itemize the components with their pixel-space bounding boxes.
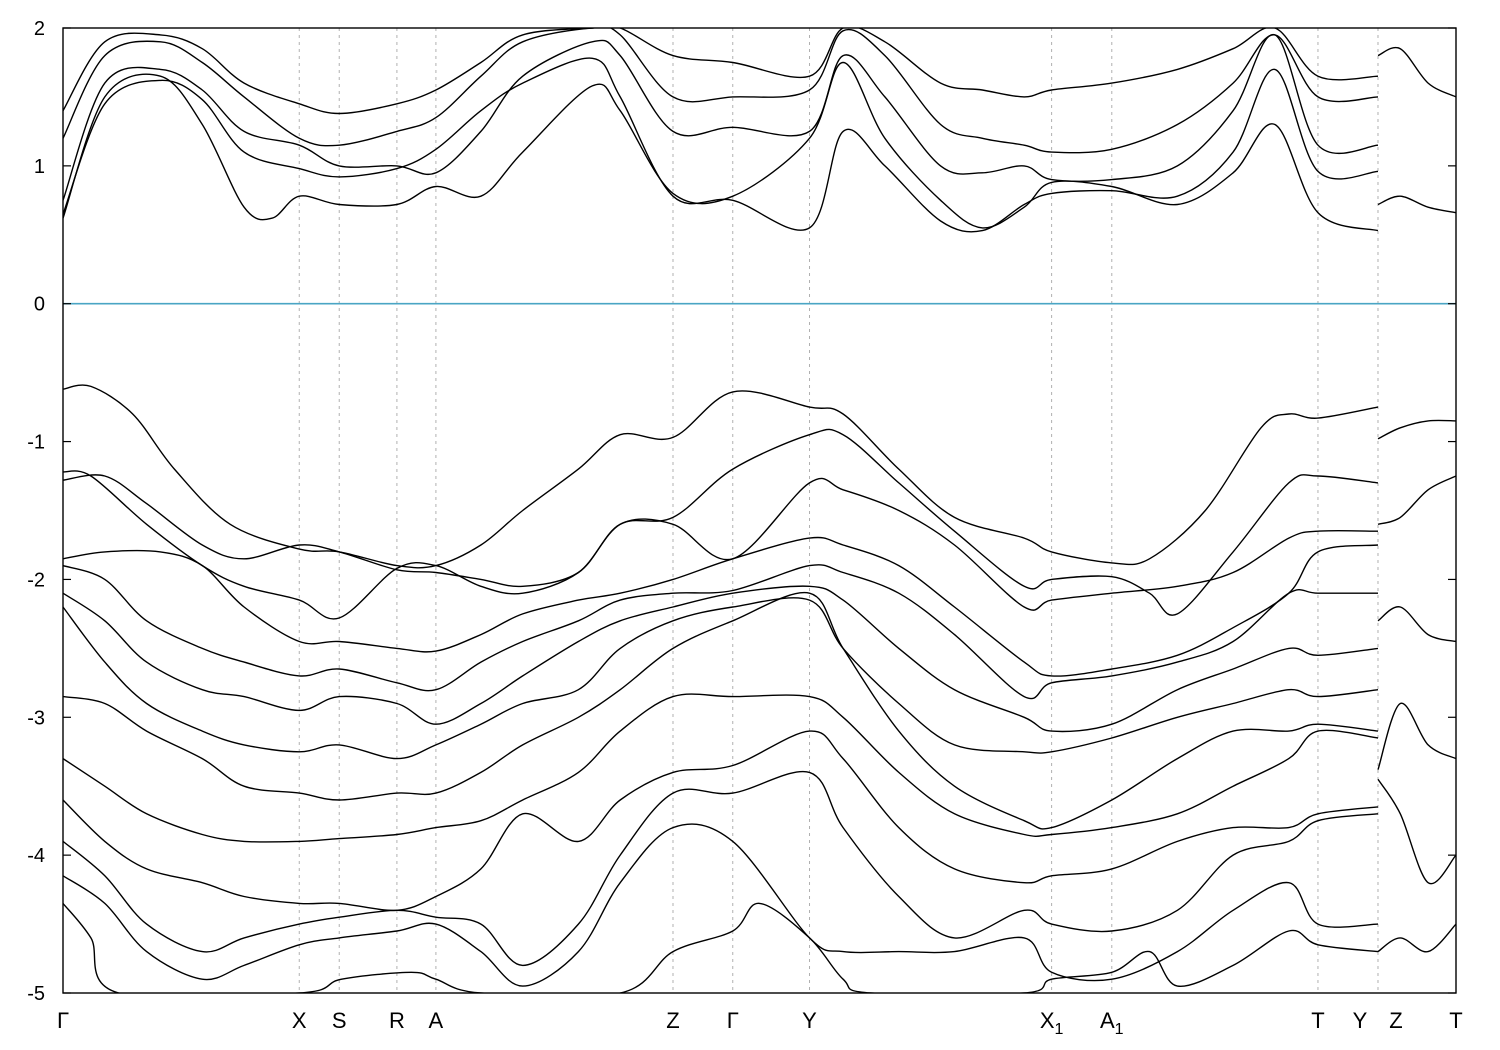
band-line (63, 28, 1379, 154)
k-point-label: T (1311, 1008, 1324, 1033)
y-tick-label: 0 (34, 294, 45, 316)
k-point-label: X (292, 1008, 307, 1033)
y-tick-label: -3 (27, 707, 45, 729)
k-point-label: Γ (57, 1008, 69, 1033)
k-point-label: A (429, 1008, 444, 1033)
band-line (1377, 778, 1456, 885)
k-point-label: Y (802, 1008, 817, 1033)
band-line (1377, 46, 1456, 98)
k-point-label: T (1449, 1008, 1462, 1033)
y-axis-ticks: -5 -4 -3 -2 -1 0 1 2 (27, 18, 1456, 1005)
y-tick-label: 2 (34, 18, 45, 40)
k-point-label: Y (1353, 1008, 1368, 1033)
band-line (63, 428, 1379, 620)
band-line (63, 384, 1379, 569)
grid-lines (298, 28, 1379, 993)
y-tick-label: -5 (27, 983, 45, 1005)
band-lines (63, 28, 1456, 993)
band-line (63, 28, 1379, 115)
y-tick-label: 1 (34, 156, 45, 178)
band-line (63, 591, 1379, 830)
band-line (1377, 923, 1456, 953)
k-point-label: A1 (1100, 1008, 1124, 1038)
band-line (1377, 606, 1456, 643)
k-point-label: R (389, 1008, 405, 1033)
band-line (63, 536, 1379, 677)
band-line (63, 34, 1379, 201)
band-line (63, 730, 1379, 912)
k-point-label: Z (1389, 1008, 1402, 1033)
band-line (63, 693, 1379, 843)
band-line (63, 57, 1379, 233)
plot-border (62, 27, 1457, 994)
band-line (1377, 702, 1456, 770)
y-tick-label: -1 (27, 432, 45, 454)
band-line (63, 823, 1379, 987)
k-point-label: Z (666, 1008, 679, 1033)
band-line (63, 770, 1379, 967)
band-line (63, 474, 1379, 611)
band-line (63, 585, 1379, 733)
k-point-label: X1 (1040, 1008, 1064, 1038)
band-line (1377, 475, 1456, 525)
plot-frame (62, 27, 1457, 994)
band-line (1377, 419, 1456, 440)
y-tick-label: -2 (27, 569, 45, 591)
band-line (63, 597, 1379, 760)
band-line (63, 902, 1379, 993)
k-point-label: Γ (727, 1008, 739, 1033)
k-point-subscript: 1 (1055, 1021, 1064, 1038)
band-line (63, 564, 1378, 700)
k-point-label: S (332, 1008, 347, 1033)
k-point-labels: Γ X S R A Z Γ Y X1 A1 T Y Z T (57, 1008, 1463, 1038)
y-tick-label: -4 (27, 845, 45, 867)
k-point-subscript: 1 (1115, 1021, 1124, 1038)
band-line (1377, 195, 1456, 214)
band-line (63, 61, 1379, 232)
